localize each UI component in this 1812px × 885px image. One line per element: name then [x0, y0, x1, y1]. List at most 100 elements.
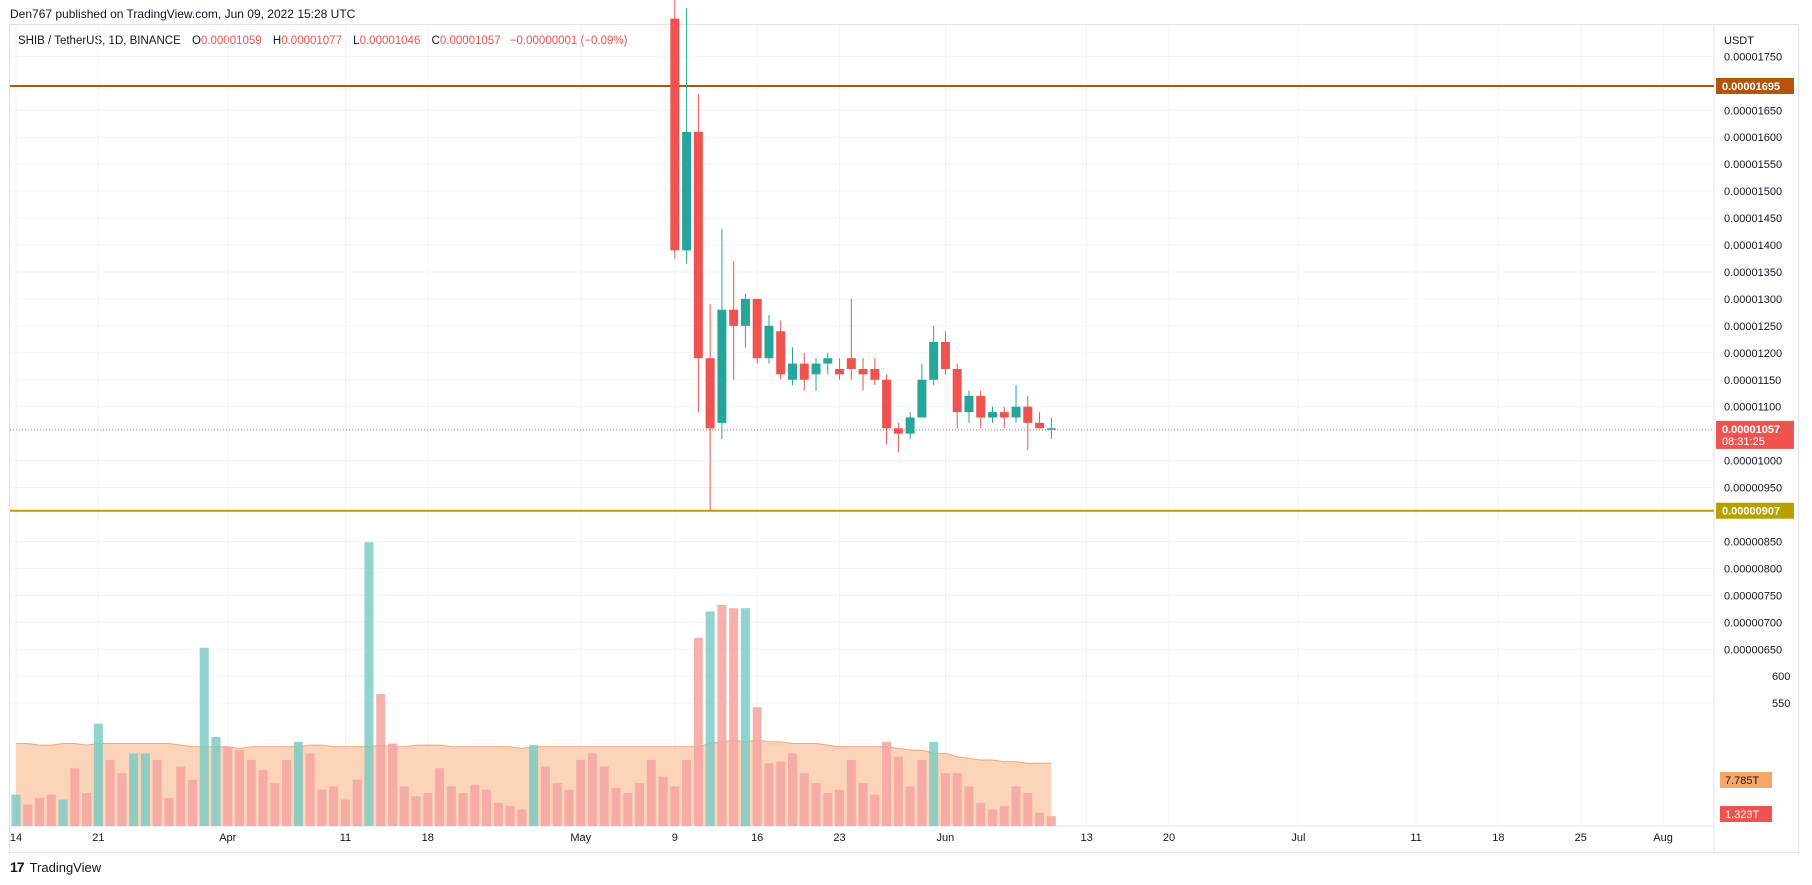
candle-body [999, 412, 1009, 418]
y-tick-label: 0.00000750 [1724, 590, 1782, 602]
candle-body [964, 395, 974, 413]
y-tick-label: 0.00001200 [1724, 348, 1782, 360]
volume-bar [882, 741, 892, 826]
candle-body [905, 417, 915, 434]
brand-name: TradingView [29, 859, 102, 875]
resistance-label: 0.00001695 [1722, 81, 1780, 93]
y-tick-label: 0.00000950 [1724, 483, 1782, 495]
candle-body [940, 342, 950, 369]
candle-body [776, 331, 786, 375]
volume-bar [623, 793, 633, 826]
x-tick-label: Jul [1291, 832, 1305, 844]
y-tick-label: 0.00001000 [1724, 456, 1782, 468]
x-tick-label: 16 [751, 832, 763, 844]
y-tick-label: 0.00000650 [1724, 644, 1782, 656]
x-tick-label: 9 [672, 832, 678, 844]
volume-ma-tag-bg [1720, 772, 1772, 788]
volume-bar [964, 786, 974, 826]
volume-bar [364, 542, 374, 826]
volume-bar [352, 779, 362, 826]
y-tick-label: 0.00001100 [1724, 402, 1781, 414]
candle-body [693, 131, 703, 359]
volume-bar [729, 608, 739, 826]
volume-bar [187, 779, 197, 826]
volume-bar [70, 768, 80, 826]
low-label: L [353, 35, 360, 47]
volume-bar [1035, 812, 1045, 826]
y-tick-label: 600 [1772, 671, 1790, 683]
open-label: O [191, 35, 201, 47]
x-tick-label: 11 [1410, 832, 1421, 844]
candle-body [1023, 406, 1033, 423]
x-tick-label: Apr [219, 832, 236, 844]
volume-bar [23, 804, 33, 826]
change-value: −0.00000001 (−0.09%) [509, 35, 628, 47]
y-tick-label: 0.00001350 [1724, 267, 1782, 279]
y-tick-label: 0.00000800 [1724, 563, 1782, 575]
candle-body [1035, 422, 1045, 429]
volume-bar [223, 746, 233, 826]
volume-bar [376, 694, 386, 826]
volume-bar [940, 773, 950, 826]
volume-bar [1023, 793, 1033, 826]
candle-body [846, 358, 856, 369]
volume-bar [1046, 816, 1056, 826]
volume-bar [599, 766, 609, 826]
y-tick-label: 0.00001550 [1724, 159, 1782, 171]
volume-bar [176, 766, 186, 826]
volume-bar [235, 750, 245, 826]
high-value: 0.00001077 [281, 35, 342, 47]
volume-bar [329, 786, 339, 826]
x-tick-label: 18 [1492, 832, 1504, 844]
y-tick-label: 0.00000850 [1724, 536, 1782, 548]
volume-bar [517, 809, 527, 826]
volume-bar [576, 760, 586, 826]
volume-bar [270, 783, 280, 826]
volume-bar [129, 753, 139, 826]
volume-last-tag: 1.323T [1725, 809, 1760, 821]
y-tick-label: 0.00000700 [1724, 617, 1782, 629]
volume-bar [117, 773, 127, 826]
volume-bar [693, 637, 703, 826]
volume-bar [93, 723, 103, 826]
x-tick-label: 18 [422, 832, 434, 844]
volume-bar [35, 797, 45, 826]
y-tick-label: 0.00001500 [1724, 186, 1782, 198]
volume-bar [858, 783, 868, 826]
last-price-tag-bg [1716, 420, 1794, 449]
candle-body [787, 363, 797, 380]
tradingview-branding[interactable]: 17 TradingView [10, 859, 101, 875]
y-tick-label: 0.00001300 [1724, 294, 1782, 306]
x-tick-label: 23 [833, 832, 845, 844]
candle-body [752, 298, 762, 359]
candle-body [893, 428, 903, 434]
volume-bar [564, 789, 574, 826]
volume-bar [164, 797, 174, 826]
x-tick-label: 25 [1575, 832, 1587, 844]
symbol-label[interactable]: SHIB / TetherUS, 1D, BINANCE [18, 35, 181, 47]
volume-bar [905, 786, 915, 826]
candle-body [835, 368, 845, 375]
candle-body [717, 309, 727, 423]
open-value: 0.00001059 [200, 35, 262, 47]
candle-body [682, 131, 692, 251]
volume-bar [635, 783, 645, 826]
candle-body [729, 309, 739, 326]
volume-bar [670, 786, 680, 826]
volume-bar [105, 760, 115, 826]
candle-body [1011, 406, 1021, 418]
candle-body [917, 379, 927, 418]
chart-legend: SHIB / TetherUS, 1D, BINANCE O0.00001059… [18, 35, 627, 47]
resistance-label-bg [1716, 78, 1794, 94]
volume-bar [140, 753, 150, 826]
volume-bar [776, 761, 786, 826]
volume-bar [317, 789, 327, 826]
volume-bar [552, 783, 562, 826]
candle-body [858, 368, 868, 375]
last-price-value: 0.00001057 [1722, 424, 1780, 436]
volume-bar [258, 769, 268, 826]
candle-body [870, 368, 880, 380]
y-tick-label: 0.00001600 [1724, 132, 1782, 144]
candle-body [1046, 428, 1056, 430]
